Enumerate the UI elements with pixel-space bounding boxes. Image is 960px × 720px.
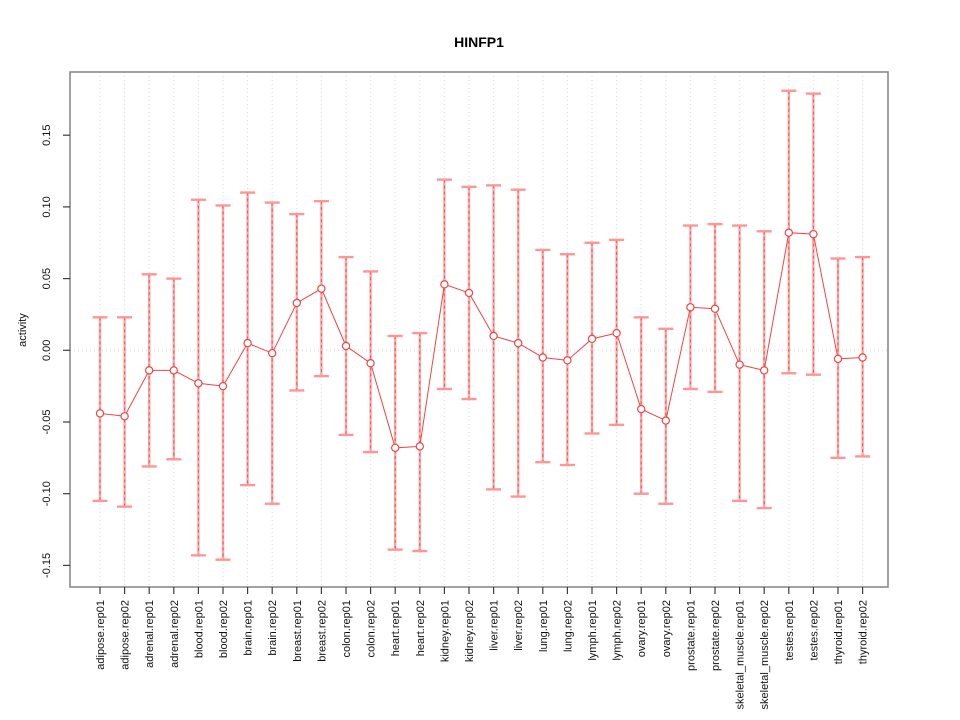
x-tick-label: skeletal_muscle.rep01 — [735, 600, 747, 709]
data-point — [489, 331, 498, 341]
data-point — [833, 354, 843, 364]
data-point — [784, 228, 794, 237]
x-tick-label: ovary.rep01 — [636, 600, 648, 657]
error-bar — [92, 316, 108, 503]
data-point — [120, 412, 129, 421]
x-tick-label: testes.rep01 — [784, 600, 796, 661]
y-tick-label: 0.00 — [41, 340, 53, 361]
y-tick-label: -0.15 — [41, 553, 53, 578]
data-point — [612, 328, 621, 338]
x-tick-label: thyroid.rep02 — [858, 600, 870, 664]
x-tick-label: blood.rep01 — [193, 600, 205, 658]
x-tick-label: prostate.rep02 — [710, 600, 722, 671]
data-point — [686, 303, 695, 312]
x-tick-label: adrenal.rep01 — [144, 600, 156, 668]
x-tick-label: heart.rep01 — [390, 600, 402, 656]
data-point — [563, 356, 572, 365]
x-tick-label: adipose.rep01 — [95, 600, 107, 670]
data-point — [735, 360, 744, 369]
x-tick-label: prostate.rep01 — [685, 600, 697, 671]
data-point — [169, 366, 178, 375]
data-point — [440, 280, 449, 289]
error-bar — [117, 316, 133, 508]
error-bar — [658, 327, 674, 505]
x-tick-label: colon.rep01 — [341, 600, 353, 658]
y-tick-label: 0.15 — [41, 124, 53, 145]
x-tick-label: kidney.rep01 — [439, 600, 451, 662]
x-tick-label: heart.rep02 — [415, 600, 427, 656]
x-tick-label: liver.rep01 — [489, 600, 501, 651]
x-tick-label: lymph.rep02 — [612, 600, 624, 661]
data-point — [95, 409, 105, 418]
data-point — [415, 442, 424, 451]
x-tick-label: breast.rep01 — [292, 600, 304, 662]
data-point — [317, 284, 326, 293]
data-point — [587, 334, 597, 344]
x-tick-label: ovary.rep02 — [661, 600, 673, 657]
x-tick-label: colon.rep02 — [366, 600, 378, 658]
data-point — [710, 304, 720, 313]
x-tick-label: kidney.rep02 — [464, 600, 476, 662]
data-point — [341, 341, 351, 351]
x-tick-label: adrenal.rep02 — [169, 600, 181, 668]
data-point — [391, 443, 400, 453]
x-tick-label: blood.rep02 — [218, 600, 230, 658]
data-point — [194, 379, 203, 388]
data-point — [268, 348, 277, 358]
y-axis-label: activity — [17, 313, 29, 347]
chart-title: HINFP1 — [454, 34, 504, 50]
series-line — [99, 232, 863, 449]
x-tick-label: skeletal_muscle.rep02 — [759, 600, 771, 709]
error-bar — [190, 198, 206, 557]
x-tick-label: brain.rep01 — [243, 600, 255, 656]
data-point — [292, 298, 301, 308]
error-bar — [387, 334, 403, 551]
data-point — [858, 353, 867, 362]
y-tick-label: 0.10 — [41, 196, 53, 217]
x-tick-label: lung.rep01 — [538, 600, 550, 652]
data-point — [538, 353, 548, 362]
plot-frame — [69, 71, 889, 588]
data-point — [243, 338, 252, 348]
error-bar — [240, 191, 256, 487]
data-point — [809, 229, 818, 239]
x-tick-label: testes.rep02 — [808, 600, 820, 661]
data-point — [464, 288, 474, 298]
x-tick-label: thyroid.rep01 — [833, 600, 845, 664]
data-point — [514, 338, 523, 348]
data-point — [366, 359, 375, 368]
x-tick-label: lymph.rep01 — [587, 600, 599, 661]
data-point — [661, 416, 671, 425]
plot-area: -0.15 -0.10 -0.05 0.00 0.05 0.10 0.15 adipose.r… — [41, 71, 889, 709]
y-tick-label: -0.05 — [41, 409, 53, 434]
error-bar — [412, 331, 428, 553]
x-tick-label: liver.rep02 — [513, 600, 525, 651]
x-tick-label: brain.rep02 — [267, 600, 279, 656]
y-tick-label: 0.05 — [41, 268, 53, 289]
x-tick-label: adipose.rep02 — [120, 600, 132, 670]
x-tick-label: breast.rep02 — [316, 600, 328, 662]
data-point — [760, 366, 769, 375]
data-point — [637, 404, 646, 414]
data-point — [218, 381, 228, 391]
y-tick-label: -0.10 — [41, 481, 53, 506]
x-tick-label: lung.rep02 — [562, 600, 574, 652]
data-point — [144, 366, 154, 375]
